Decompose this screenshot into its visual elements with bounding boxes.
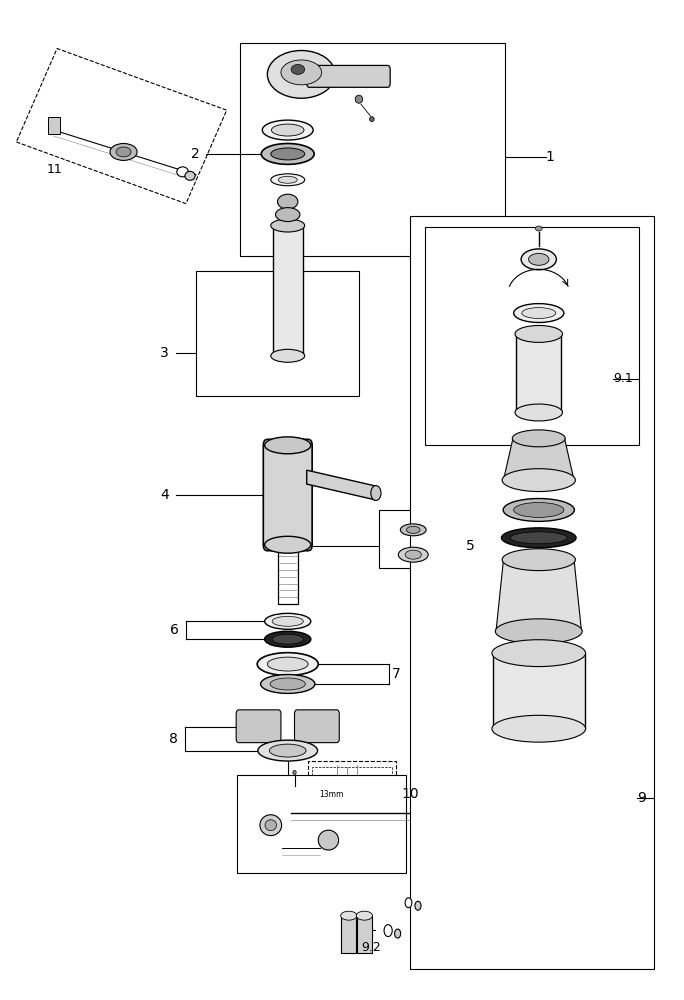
Bar: [357, 916, 372, 953]
FancyBboxPatch shape: [263, 439, 312, 551]
Ellipse shape: [356, 911, 373, 920]
Bar: [492, 653, 585, 729]
Ellipse shape: [271, 148, 304, 160]
Ellipse shape: [405, 550, 421, 559]
Ellipse shape: [267, 657, 308, 671]
Ellipse shape: [495, 619, 582, 644]
Ellipse shape: [265, 613, 311, 629]
Text: 9.1: 9.1: [614, 372, 633, 385]
Ellipse shape: [492, 715, 586, 742]
Ellipse shape: [395, 929, 401, 938]
Ellipse shape: [502, 549, 575, 571]
Bar: [410, 216, 654, 969]
Text: 7: 7: [392, 667, 401, 681]
Bar: [278, 545, 298, 604]
Bar: [48, 117, 60, 134]
Bar: [273, 226, 302, 356]
Ellipse shape: [514, 304, 564, 322]
Ellipse shape: [355, 95, 363, 103]
Polygon shape: [503, 438, 574, 480]
Ellipse shape: [536, 226, 542, 231]
Ellipse shape: [258, 740, 317, 761]
Text: 6: 6: [170, 623, 179, 637]
Text: 8: 8: [169, 732, 178, 746]
FancyBboxPatch shape: [236, 710, 281, 743]
Ellipse shape: [415, 901, 421, 910]
Ellipse shape: [271, 174, 304, 186]
Ellipse shape: [185, 171, 195, 180]
Text: 2: 2: [191, 147, 200, 161]
Ellipse shape: [278, 194, 298, 209]
Text: 1: 1: [546, 150, 555, 164]
FancyBboxPatch shape: [295, 710, 339, 743]
Text: 11: 11: [47, 163, 63, 176]
Ellipse shape: [265, 820, 276, 831]
Ellipse shape: [272, 124, 304, 136]
Ellipse shape: [405, 898, 412, 908]
Ellipse shape: [110, 143, 137, 160]
Text: 13mm: 13mm: [319, 790, 344, 799]
Ellipse shape: [502, 469, 575, 492]
Bar: [196, 271, 359, 396]
Polygon shape: [306, 470, 376, 500]
Ellipse shape: [384, 925, 392, 937]
Ellipse shape: [406, 526, 420, 533]
Ellipse shape: [176, 167, 188, 177]
Ellipse shape: [293, 770, 296, 774]
Ellipse shape: [271, 349, 304, 362]
Ellipse shape: [291, 64, 304, 74]
Text: 10: 10: [402, 787, 419, 801]
Bar: [341, 916, 356, 953]
Ellipse shape: [265, 536, 311, 553]
Text: 4: 4: [160, 488, 169, 502]
Ellipse shape: [510, 532, 567, 544]
Ellipse shape: [398, 547, 428, 562]
Ellipse shape: [514, 502, 564, 517]
Ellipse shape: [278, 176, 298, 183]
Ellipse shape: [257, 653, 318, 676]
Text: 3: 3: [160, 346, 169, 360]
Ellipse shape: [521, 249, 556, 270]
Ellipse shape: [492, 640, 586, 667]
Ellipse shape: [515, 325, 562, 342]
Bar: [312, 767, 392, 822]
Text: 5: 5: [466, 539, 474, 553]
Ellipse shape: [265, 631, 311, 647]
Ellipse shape: [262, 120, 313, 140]
Ellipse shape: [341, 911, 357, 920]
Text: 9.2: 9.2: [361, 941, 381, 954]
Ellipse shape: [371, 486, 381, 500]
Ellipse shape: [276, 208, 300, 222]
Ellipse shape: [318, 830, 339, 850]
Bar: [425, 227, 639, 445]
Ellipse shape: [261, 675, 315, 693]
Ellipse shape: [270, 678, 305, 690]
Ellipse shape: [512, 430, 565, 447]
Ellipse shape: [265, 437, 311, 454]
Ellipse shape: [260, 815, 282, 836]
Ellipse shape: [272, 616, 303, 626]
Ellipse shape: [369, 117, 374, 122]
Ellipse shape: [272, 634, 303, 644]
Bar: [516, 334, 561, 412]
Ellipse shape: [515, 404, 562, 421]
FancyBboxPatch shape: [306, 65, 390, 87]
Bar: [240, 43, 505, 256]
Bar: [380, 510, 444, 568]
Ellipse shape: [261, 143, 314, 164]
Ellipse shape: [281, 60, 321, 85]
Ellipse shape: [529, 253, 549, 265]
Polygon shape: [496, 560, 581, 631]
Bar: [237, 775, 406, 873]
Ellipse shape: [400, 524, 426, 536]
Ellipse shape: [271, 219, 304, 232]
Bar: [308, 761, 396, 828]
Ellipse shape: [501, 528, 576, 548]
Ellipse shape: [269, 744, 306, 757]
Text: 9: 9: [637, 791, 646, 805]
Ellipse shape: [116, 147, 131, 157]
Ellipse shape: [503, 499, 575, 521]
Ellipse shape: [267, 51, 335, 98]
Ellipse shape: [522, 308, 555, 319]
